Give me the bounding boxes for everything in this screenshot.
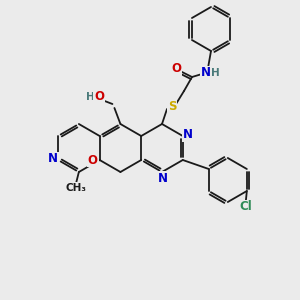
Text: CH₃: CH₃ (65, 183, 86, 193)
Text: N: N (48, 152, 58, 166)
Text: O: O (171, 62, 181, 76)
Text: N: N (201, 67, 211, 80)
Text: O: O (88, 154, 98, 166)
Text: N: N (158, 172, 168, 184)
Text: S: S (168, 100, 176, 112)
Text: O: O (94, 91, 104, 103)
Text: Cl: Cl (239, 200, 252, 214)
Text: H: H (211, 68, 219, 78)
Text: H: H (86, 92, 95, 102)
Text: N: N (183, 128, 193, 142)
